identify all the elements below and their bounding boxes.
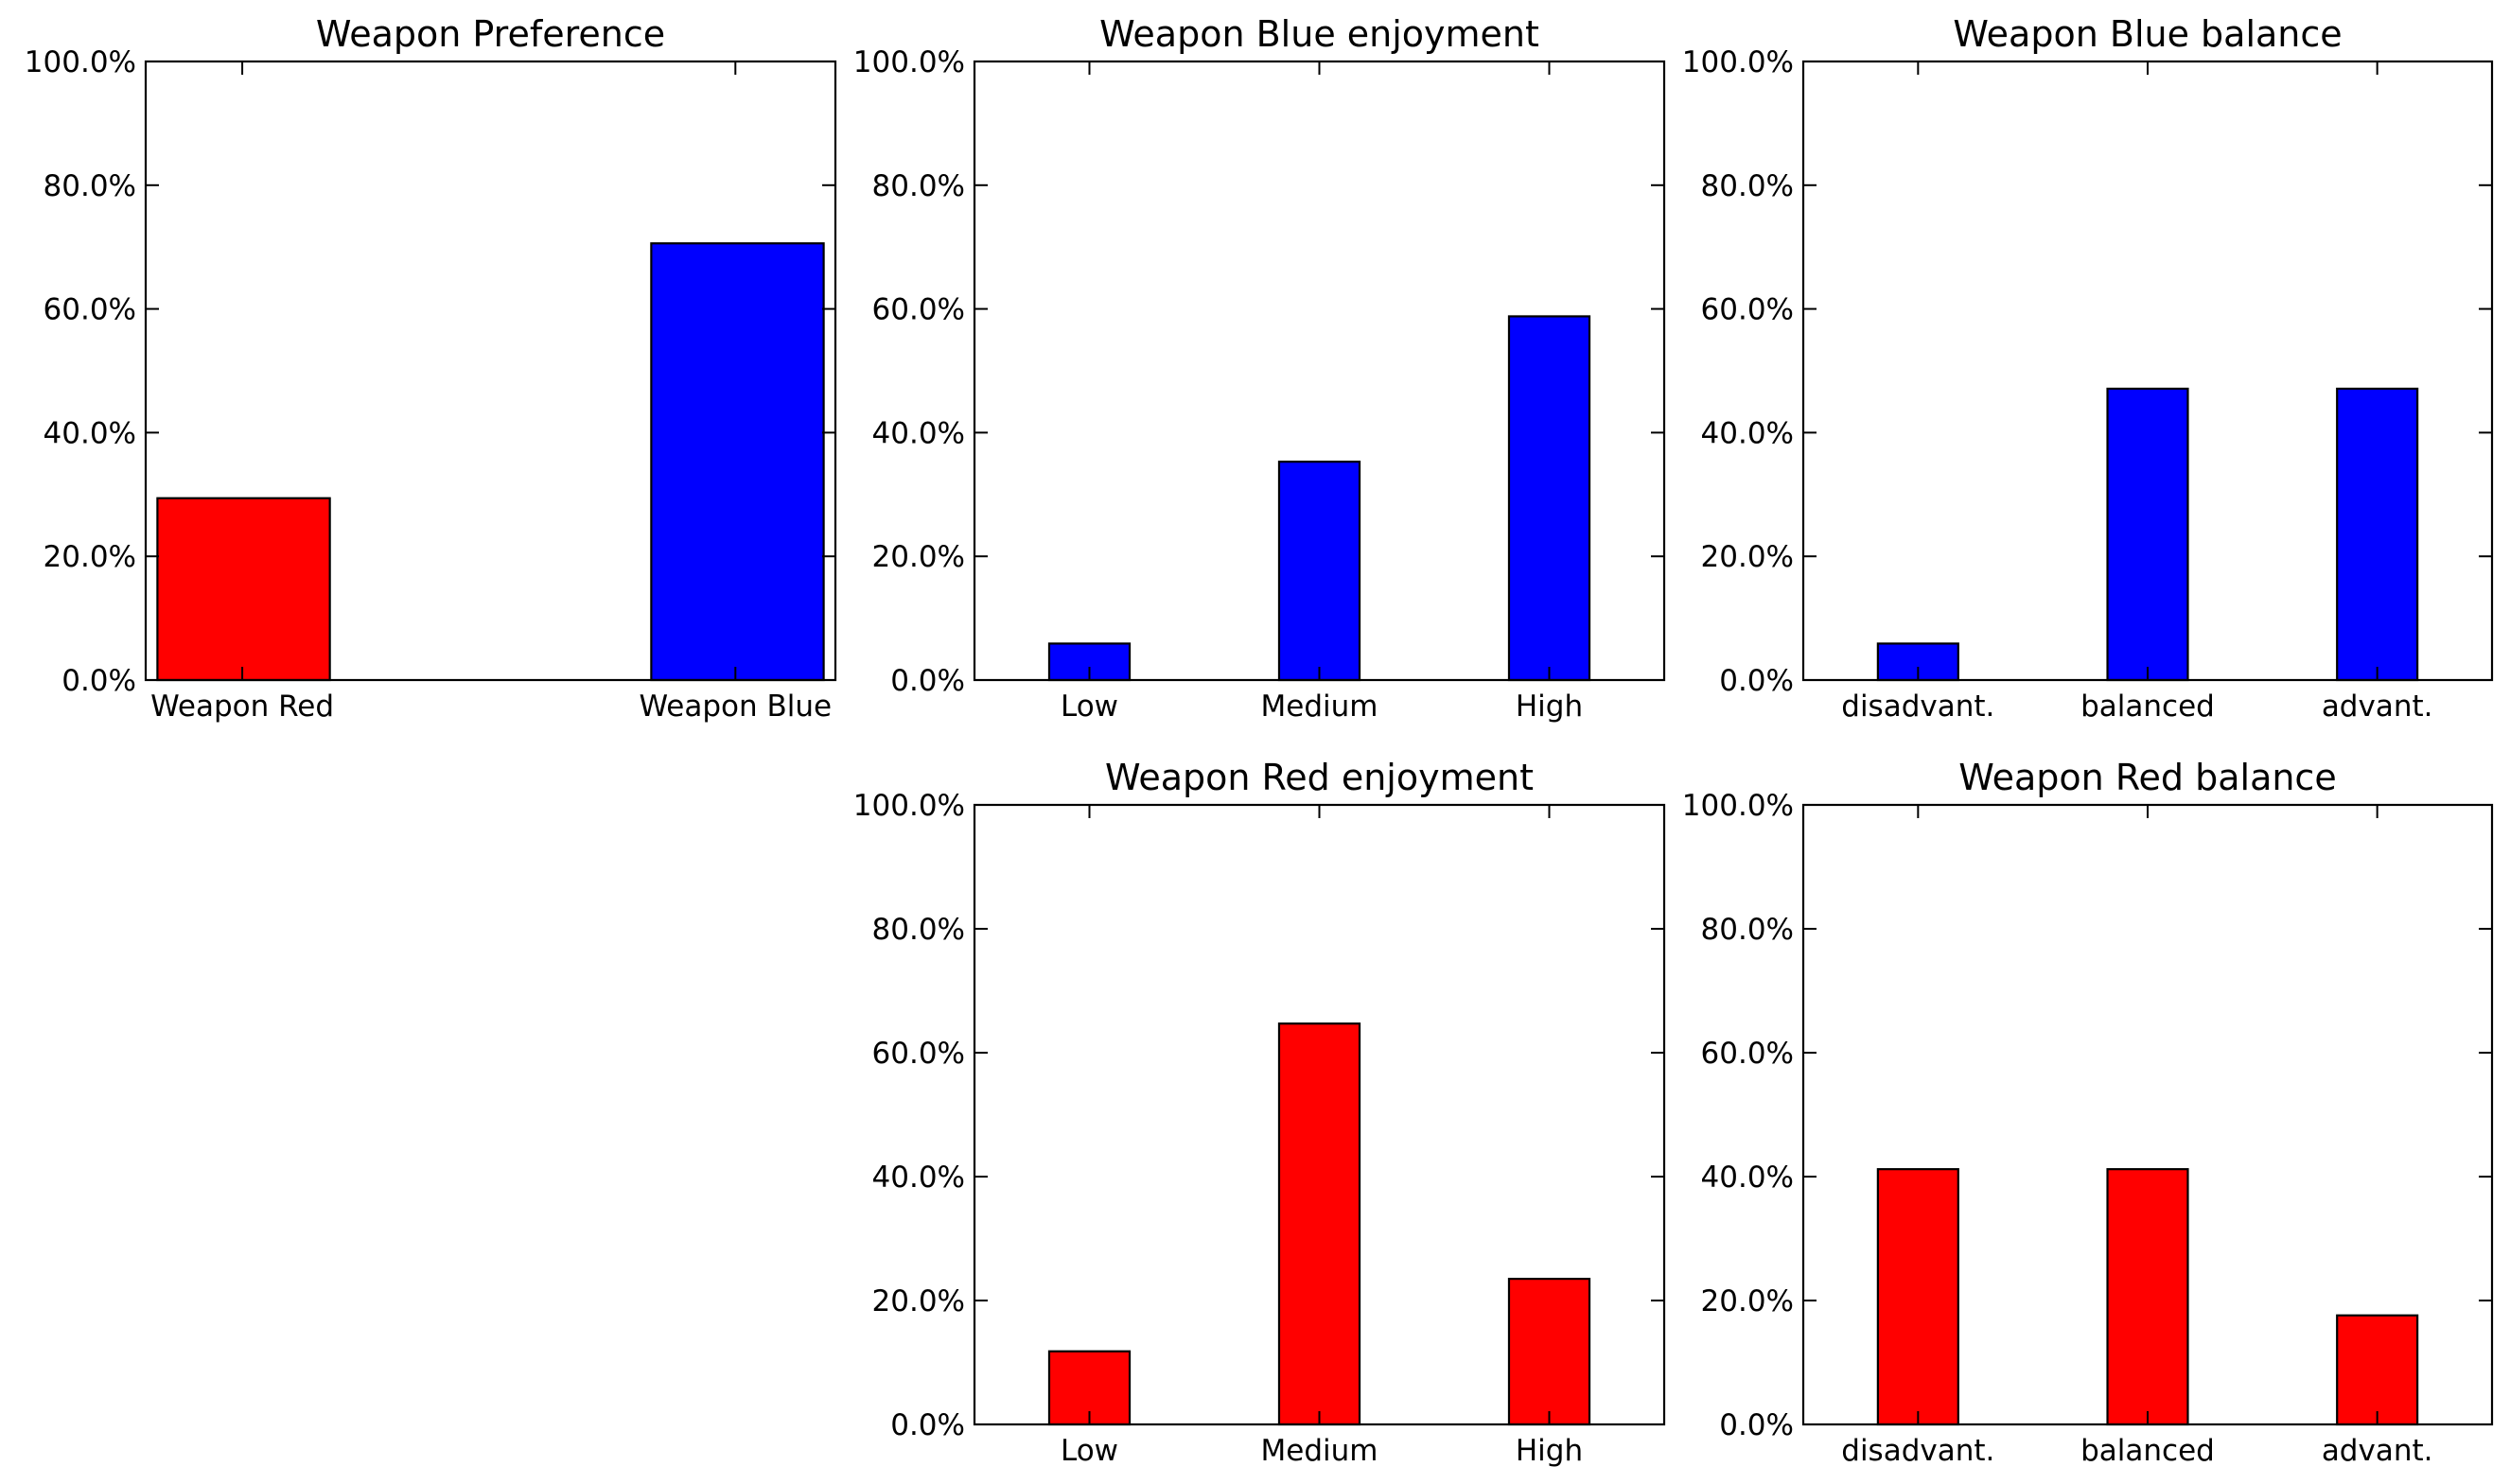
y-tick-label: 20.0% bbox=[1701, 540, 1794, 574]
y-tick-label: 100.0% bbox=[853, 45, 965, 79]
y-tick-label: 40.0% bbox=[1701, 1161, 1794, 1195]
chart-panel-1: 0.0% 20.0% 40.0% 60.0% 80.0% 100.0% Weapon Red… bbox=[25, 13, 837, 724]
axes-frame bbox=[144, 60, 837, 682]
chart-panel-2: 0.0% 20.0% 40.0% 60.0% 80.0% 100.0% Low Medium H… bbox=[853, 13, 1666, 724]
y-tick-label: 20.0% bbox=[1701, 1284, 1794, 1318]
y-tick-label: 20.0% bbox=[44, 540, 136, 574]
bar-weapon-blue bbox=[650, 242, 825, 682]
x-tick-label: balanced bbox=[2080, 690, 2215, 724]
bar-high bbox=[1507, 315, 1591, 682]
chart-panel-4: 0.0% 20.0% 40.0% 60.0% 80.0% 100.0% Low Medium H… bbox=[853, 757, 1666, 1468]
y-tick-label: 60.0% bbox=[872, 293, 965, 327]
bar-advant bbox=[2336, 1314, 2419, 1426]
chart-title: Weapon Blue balance bbox=[1953, 13, 2342, 55]
y-tick-label: 80.0% bbox=[1701, 913, 1794, 947]
bar-balanced bbox=[2106, 1168, 2189, 1426]
x-tick-label: Weapon Blue bbox=[639, 690, 832, 724]
y-tick-label: 100.0% bbox=[25, 45, 136, 79]
y-tick-label: 100.0% bbox=[853, 789, 965, 823]
y-tick-label: 0.0% bbox=[890, 1408, 965, 1442]
chart-title: Weapon Preference bbox=[316, 13, 665, 55]
x-tick-label: High bbox=[1516, 690, 1583, 724]
y-tick-label: 0.0% bbox=[890, 664, 965, 698]
bar-advant bbox=[2336, 387, 2419, 682]
bar-weapon-red bbox=[156, 497, 331, 682]
x-tick-label: Medium bbox=[1261, 1434, 1378, 1468]
y-tick-label: 20.0% bbox=[872, 540, 965, 574]
y-tick-label: 100.0% bbox=[1682, 45, 1794, 79]
x-tick-label: balanced bbox=[2080, 1434, 2215, 1468]
y-tick-label: 80.0% bbox=[872, 169, 965, 203]
y-tick-label: 0.0% bbox=[1719, 1408, 1794, 1442]
x-tick-label: Low bbox=[1061, 690, 1118, 724]
chart-title: Weapon Red enjoyment bbox=[1105, 757, 1534, 798]
y-tick-label: 40.0% bbox=[44, 416, 136, 450]
y-tick-label: 60.0% bbox=[1701, 293, 1794, 327]
y-tick-label: 60.0% bbox=[872, 1037, 965, 1071]
y-tick-label: 80.0% bbox=[44, 169, 136, 203]
bar-medium bbox=[1277, 1022, 1361, 1426]
chart-title: Weapon Blue enjoyment bbox=[1099, 13, 1539, 55]
chart-panel-5: 0.0% 20.0% 40.0% 60.0% 80.0% 100.0% disadvant.… bbox=[1682, 757, 2494, 1468]
x-tick-label: Low bbox=[1061, 1434, 1118, 1468]
bar-balanced bbox=[2106, 387, 2189, 682]
chart-title: Weapon Red balance bbox=[1958, 757, 2336, 798]
y-tick-label: 0.0% bbox=[61, 664, 136, 698]
x-tick-label: disadvant. bbox=[1841, 1434, 1994, 1468]
x-tick-label: advant. bbox=[2322, 690, 2433, 724]
y-tick-label: 0.0% bbox=[1719, 664, 1794, 698]
y-tick-label: 40.0% bbox=[872, 1161, 965, 1195]
y-tick-label: 80.0% bbox=[1701, 169, 1794, 203]
x-tick-label: Medium bbox=[1261, 690, 1378, 724]
y-tick-label: 60.0% bbox=[44, 293, 136, 327]
y-tick-label: 60.0% bbox=[1701, 1037, 1794, 1071]
y-tick-label: 40.0% bbox=[872, 416, 965, 450]
chart-panel-3: 0.0% 20.0% 40.0% 60.0% 80.0% 100.0% disadvant.… bbox=[1682, 13, 2494, 724]
x-tick-label: advant. bbox=[2322, 1434, 2433, 1468]
y-tick-label: 100.0% bbox=[1682, 789, 1794, 823]
x-tick-label: High bbox=[1516, 1434, 1583, 1468]
y-tick-label: 40.0% bbox=[1701, 416, 1794, 450]
bar-high bbox=[1507, 1277, 1591, 1426]
y-tick-label: 20.0% bbox=[872, 1284, 965, 1318]
bar-medium bbox=[1277, 461, 1361, 682]
bar-disadvant bbox=[1876, 1168, 1959, 1426]
x-tick-label: disadvant. bbox=[1841, 690, 1994, 724]
x-tick-label: Weapon Red bbox=[150, 690, 334, 724]
y-tick-label: 80.0% bbox=[872, 913, 965, 947]
